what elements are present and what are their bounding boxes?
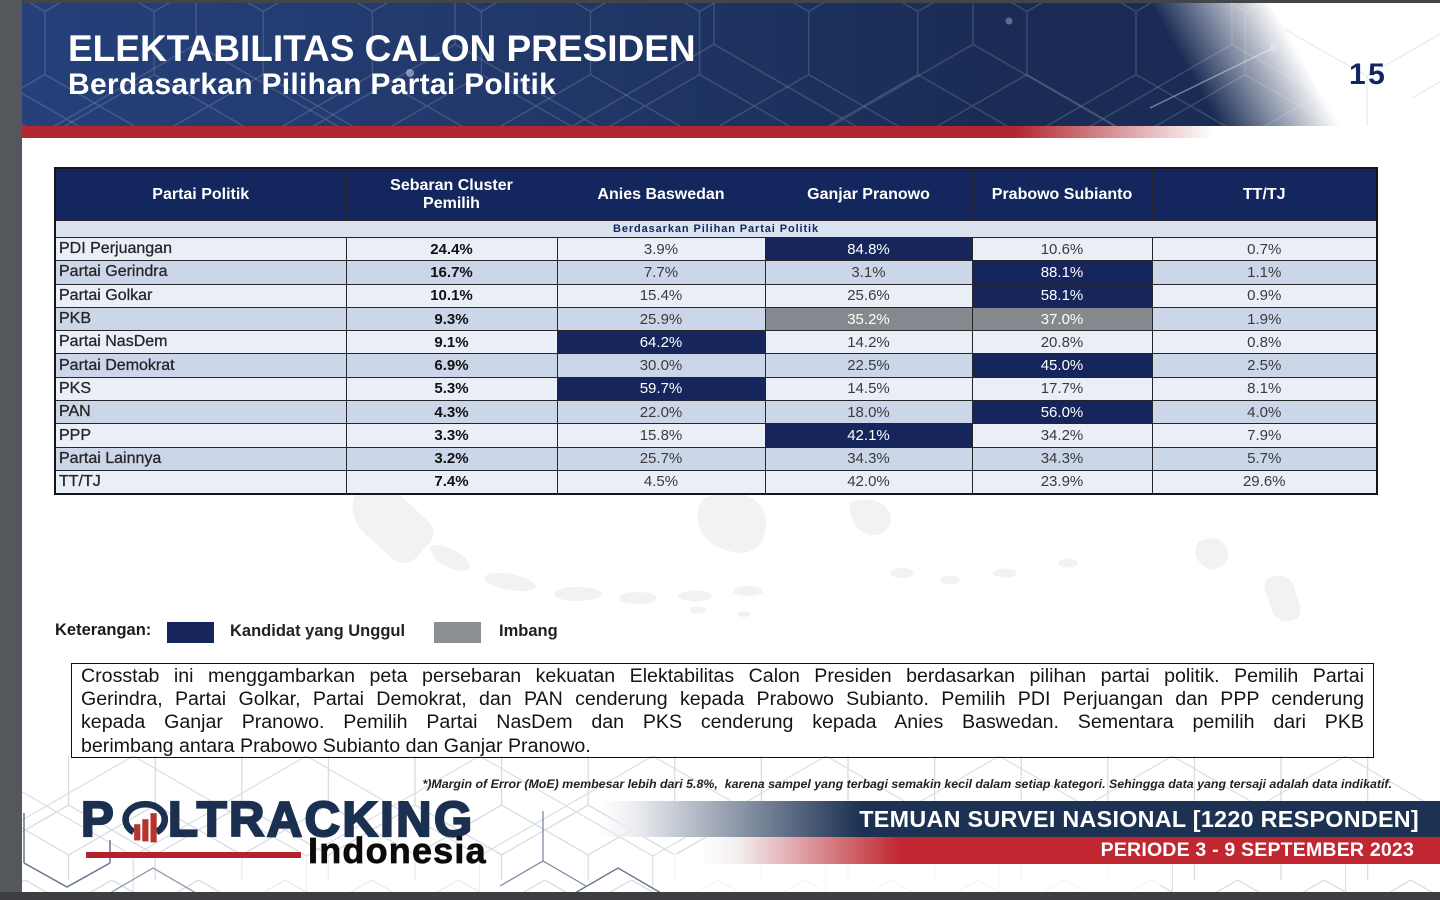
- svg-text:Indonesia: Indonesia: [308, 830, 487, 870]
- svg-text:LTRACKING: LTRACKING: [168, 795, 474, 847]
- svg-text:P: P: [81, 795, 114, 847]
